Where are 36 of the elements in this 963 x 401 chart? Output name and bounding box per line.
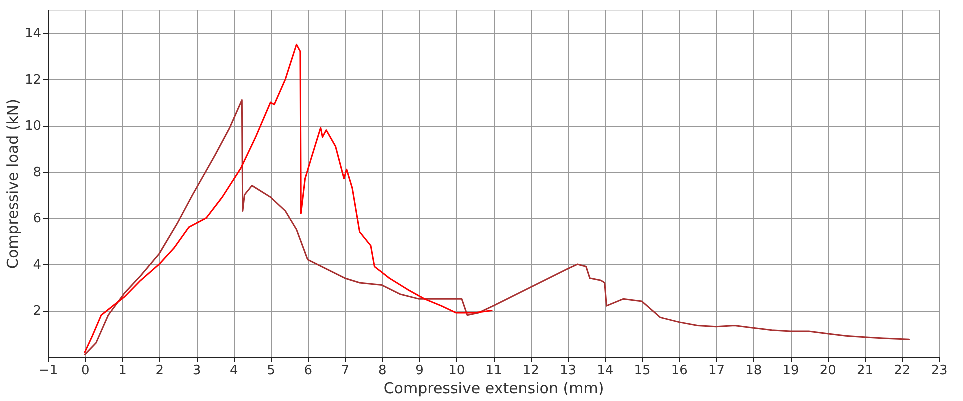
x-tick-label: 11 xyxy=(486,364,502,378)
y-tick-label: 6 xyxy=(33,212,42,227)
x-tick-label: −1 xyxy=(38,364,58,378)
x-tick-label: 19 xyxy=(782,364,800,378)
y-tick-label: 8 xyxy=(33,165,42,180)
x-tick-label: 10 xyxy=(448,364,466,378)
x-tick-label: 20 xyxy=(820,364,836,378)
y-tick-label: 14 xyxy=(24,26,42,42)
x-tick-label: 18 xyxy=(746,364,762,378)
x-tick-label: 14 xyxy=(597,364,614,378)
x-tick-label: 4 xyxy=(230,364,238,378)
x-tick-label: 16 xyxy=(671,364,688,378)
x-tick-label: 0 xyxy=(81,364,90,378)
x-tick-label: 9 xyxy=(416,364,424,378)
x-tick-label: 2 xyxy=(156,364,164,378)
line-series xyxy=(84,99,910,356)
x-tick-label: 12 xyxy=(522,364,540,378)
x-tick-label: 23 xyxy=(931,364,948,378)
y-axis-title: Compressive load (kN) xyxy=(4,99,22,269)
x-tick-label: 6 xyxy=(304,364,313,378)
x-tick-label: 3 xyxy=(192,364,202,378)
x-tick-label: 21 xyxy=(856,364,874,378)
x-tick-label: 8 xyxy=(378,364,387,378)
x-tick-label: 22 xyxy=(894,364,911,378)
x-tick-label: 13 xyxy=(560,364,577,378)
y-tick-label: 12 xyxy=(24,72,42,88)
x-tick-label: 15 xyxy=(634,364,651,378)
x-tick-label: 5 xyxy=(267,364,276,378)
x-axis-title: Compressive extension (mm) xyxy=(384,380,604,398)
y-tick-label: 10 xyxy=(24,119,42,134)
y-tick-label: 4 xyxy=(33,258,42,273)
x-tick-label: 17 xyxy=(708,364,726,378)
x-tick-label: 7 xyxy=(341,364,350,378)
x-tick-label: 1 xyxy=(118,364,127,378)
y-tick-label: 2 xyxy=(33,304,42,320)
line-series xyxy=(84,44,493,354)
